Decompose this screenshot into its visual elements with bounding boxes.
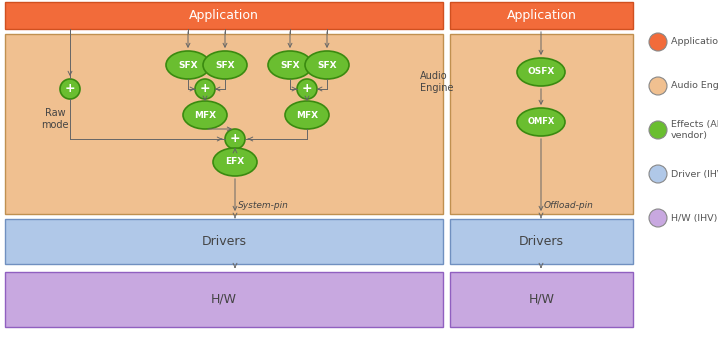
Text: SFX: SFX <box>280 61 300 69</box>
Ellipse shape <box>305 51 349 79</box>
FancyBboxPatch shape <box>450 34 633 214</box>
Ellipse shape <box>649 121 667 139</box>
Text: OMFX: OMFX <box>527 118 555 126</box>
FancyBboxPatch shape <box>450 219 633 264</box>
Text: SFX: SFX <box>317 61 337 69</box>
Ellipse shape <box>649 165 667 183</box>
Text: OSFX: OSFX <box>527 67 555 76</box>
Text: Driver (IHV): Driver (IHV) <box>671 170 718 179</box>
FancyBboxPatch shape <box>450 2 633 29</box>
Text: Audio
Engine: Audio Engine <box>420 71 454 93</box>
FancyBboxPatch shape <box>5 2 443 29</box>
Ellipse shape <box>225 129 245 149</box>
Text: EFX: EFX <box>225 157 245 166</box>
Text: Audio Engine (MS): Audio Engine (MS) <box>671 82 718 91</box>
Text: System-pin: System-pin <box>238 201 289 210</box>
Ellipse shape <box>649 209 667 227</box>
FancyBboxPatch shape <box>5 34 443 214</box>
Ellipse shape <box>297 79 317 99</box>
Text: Application: Application <box>507 9 577 22</box>
Ellipse shape <box>285 101 329 129</box>
Text: +: + <box>200 83 210 95</box>
Text: Offload-pin: Offload-pin <box>544 201 594 210</box>
Ellipse shape <box>183 101 227 129</box>
Ellipse shape <box>195 79 215 99</box>
Text: SFX: SFX <box>215 61 235 69</box>
Text: H/W: H/W <box>211 293 237 306</box>
Ellipse shape <box>60 79 80 99</box>
Text: Drivers: Drivers <box>202 235 246 248</box>
Text: Drivers: Drivers <box>519 235 564 248</box>
Ellipse shape <box>517 58 565 86</box>
Text: +: + <box>302 83 312 95</box>
Text: +: + <box>65 83 75 95</box>
Ellipse shape <box>649 77 667 95</box>
Text: Application (ISV): Application (ISV) <box>671 37 718 47</box>
Text: Application: Application <box>189 9 259 22</box>
Text: Effects (APO/DSP
vendor): Effects (APO/DSP vendor) <box>671 120 718 140</box>
Text: MFX: MFX <box>194 111 216 120</box>
Text: +: + <box>230 132 241 146</box>
Ellipse shape <box>166 51 210 79</box>
Ellipse shape <box>649 33 667 51</box>
Text: H/W (IHV): H/W (IHV) <box>671 214 717 222</box>
FancyBboxPatch shape <box>450 272 633 327</box>
Ellipse shape <box>203 51 247 79</box>
Ellipse shape <box>213 148 257 176</box>
FancyBboxPatch shape <box>5 272 443 327</box>
Ellipse shape <box>268 51 312 79</box>
Text: Raw
mode: Raw mode <box>41 108 69 130</box>
Text: H/W: H/W <box>528 293 554 306</box>
FancyBboxPatch shape <box>5 219 443 264</box>
Text: MFX: MFX <box>296 111 318 120</box>
Text: SFX: SFX <box>178 61 198 69</box>
Ellipse shape <box>517 108 565 136</box>
